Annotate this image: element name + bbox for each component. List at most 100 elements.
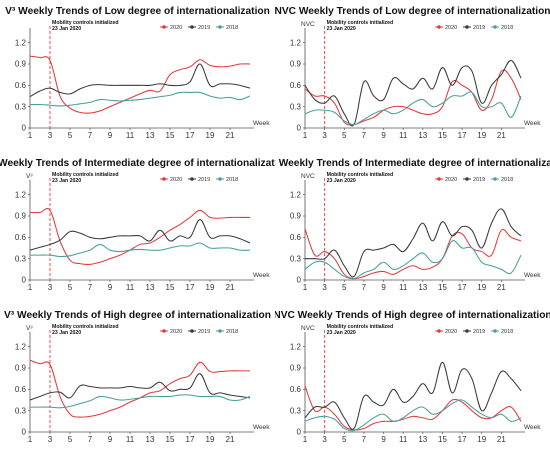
y-tick-label: 0.9 [15,60,27,69]
x-tick-label: 3 [322,435,327,444]
legend-swatch-dot [162,329,166,333]
x-tick-label: 13 [146,435,155,444]
series-line-2019 [29,373,251,401]
series-line-2019 [304,361,522,430]
x-tick-label: 5 [68,131,73,140]
x-tick-label: 21 [497,283,506,292]
x-tick-label: 9 [108,131,113,140]
series-line-2020 [304,385,522,431]
legend-label: 2018 [226,329,238,335]
y-tick-label: 0 [297,124,302,133]
x-tick-label: 19 [206,435,215,444]
x-tick-label: 15 [438,283,447,292]
annotation-line2: 23 Jan 2020 [52,330,81,336]
x-tick-label: 1 [303,435,308,444]
x-tick-label: 13 [418,435,427,444]
annotation-line1: Mobility controls initialized [52,20,119,26]
legend-label: 2018 [501,329,513,335]
legend-swatch-dot [162,25,166,29]
legend-label: 2020 [170,25,182,31]
y-tick-label: 1.2 [15,342,27,351]
legend-label: 2020 [170,329,182,335]
chart-panel: V³ Weekly Trends of High degree of inter… [0,304,275,454]
series-line-2018 [304,240,522,280]
x-tick-label: 3 [322,283,327,292]
x-tick-label: 21 [226,435,235,444]
chart-svg: V³ Weekly Trends of High degree of inter… [4,310,271,444]
y-tick-label: 0.3 [290,406,302,415]
legend-label: 2019 [198,329,210,335]
legend-swatch-dot [218,177,222,181]
annotation-line1: Mobility controls initialized [52,324,119,330]
x-tick-label: 11 [399,435,408,444]
y-tick-label: 1.2 [290,342,302,351]
annotation-line2: 23 Jan 2020 [52,178,81,184]
x-tick-label: 3 [322,131,327,140]
x-tick-label: 5 [342,435,347,444]
legend-swatch-dot [465,329,469,333]
y-tick-label: 0.6 [15,81,27,90]
x-tick-label: 17 [458,435,467,444]
x-tick-label: 9 [108,283,113,292]
y-tick-label: 0.3 [290,254,302,263]
legend-swatch-dot [437,177,441,181]
legend-label: 2019 [473,25,485,31]
x-tick-label: 5 [342,283,347,292]
annotation-line1: Mobility controls initialized [327,172,394,178]
legend-swatch-dot [218,25,222,29]
x-tick-label: 21 [497,435,506,444]
y-tick-label: 1.2 [15,190,27,199]
legend-swatch-dot [493,177,497,181]
x-tick-label: 13 [418,131,427,140]
y-tick-label: 0.9 [290,60,302,69]
x-tick-label: 21 [497,131,506,140]
x-tick-label: 7 [88,131,93,140]
x-tick-label: 19 [206,131,215,140]
x-tick-label: 3 [48,283,53,292]
series-line-2018 [304,399,522,432]
x-tick-label: 1 [28,131,33,140]
legend-label: 2018 [501,25,513,31]
chart-title: V³ Weekly Trends of Intermediate degree … [0,158,275,169]
y-tick-label: 0.6 [290,233,302,242]
chart-svg: NVC Weekly Trends of Low degree of inter… [275,6,550,140]
legend-label: 2020 [445,25,457,31]
x-tick-label: 3 [48,131,53,140]
legend-label: 2020 [445,329,457,335]
x-axis-label: Week [253,272,270,279]
x-tick-label: 9 [381,131,386,140]
x-tick-label: 13 [418,283,427,292]
y-tick-label: 0.3 [15,102,27,111]
y-tick-label: 1.2 [290,38,302,47]
series-line-2020 [304,69,522,126]
chart-panel: NVC Weekly Trends of Low degree of inter… [275,0,550,150]
chart-svg: NVC Weekly Trends of High degree of inte… [275,310,550,444]
legend-label: 2019 [198,25,210,31]
x-tick-label: 19 [477,131,486,140]
series-line-2019 [304,208,522,278]
series-line-2018 [29,91,251,107]
x-tick-label: 7 [88,283,93,292]
legend-swatch-dot [190,25,194,29]
legend-swatch-dot [437,25,441,29]
y-tick-label: 0 [22,124,27,133]
x-tick-label: 11 [126,435,135,444]
x-tick-label: 7 [362,435,367,444]
chart-panel: V³ Weekly Trends of Intermediate degree … [0,152,275,302]
y-axis-label: V³ [26,325,33,332]
series-line-2019 [29,219,251,251]
x-tick-label: 3 [48,435,53,444]
y-tick-label: 0.6 [290,385,302,394]
y-tick-label: 1.2 [15,38,27,47]
annotation-line2: 23 Jan 2020 [52,26,81,32]
y-tick-label: 0 [297,428,302,437]
x-tick-label: 5 [342,131,347,140]
legend-swatch-dot [465,177,469,181]
annotation-line1: Mobility controls initialized [327,20,394,26]
x-tick-label: 5 [68,283,73,292]
x-tick-label: 15 [166,283,175,292]
chart-title: NVC Weekly Trends of Low degree of inter… [275,6,550,17]
x-tick-label: 17 [186,283,195,292]
y-tick-label: 0.9 [290,364,302,373]
annotation-line2: 23 Jan 2020 [327,26,356,32]
